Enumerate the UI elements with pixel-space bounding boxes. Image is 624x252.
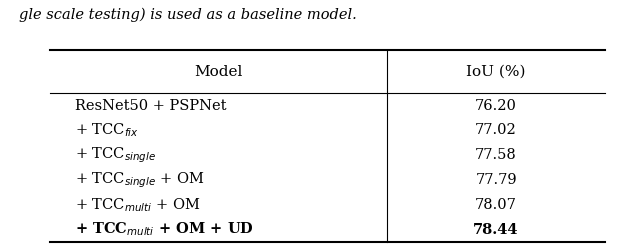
Text: + TCC$_{multi}$ + OM: + TCC$_{multi}$ + OM <box>75 196 200 214</box>
Text: 77.58: 77.58 <box>475 148 517 162</box>
Text: + TCC$_{single}$: + TCC$_{single}$ <box>75 145 156 165</box>
Text: 78.07: 78.07 <box>475 198 517 212</box>
Text: 77.02: 77.02 <box>475 123 517 137</box>
Text: Model: Model <box>194 65 243 79</box>
Text: + TCC$_{fix}$: + TCC$_{fix}$ <box>75 121 139 139</box>
Text: 76.20: 76.20 <box>475 99 517 113</box>
Text: 77.79: 77.79 <box>475 173 517 187</box>
Text: + TCC$_{single}$ + OM: + TCC$_{single}$ + OM <box>75 170 205 190</box>
Text: ResNet50 + PSPNet: ResNet50 + PSPNet <box>75 99 227 113</box>
Text: 78.44: 78.44 <box>474 223 519 237</box>
Text: + TCC$_{multi}$ + OM + UD: + TCC$_{multi}$ + OM + UD <box>75 221 254 238</box>
Text: gle scale testing) is used as a baseline model.: gle scale testing) is used as a baseline… <box>19 8 356 22</box>
Text: IoU (%): IoU (%) <box>466 65 526 79</box>
